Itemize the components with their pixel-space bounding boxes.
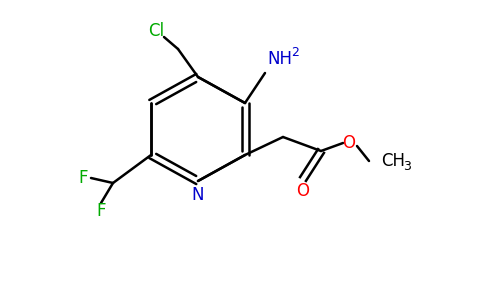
Text: 3: 3 bbox=[403, 160, 411, 172]
Text: O: O bbox=[297, 182, 309, 200]
Text: NH: NH bbox=[267, 50, 292, 68]
Text: F: F bbox=[96, 202, 106, 220]
Text: 2: 2 bbox=[291, 46, 299, 59]
Text: N: N bbox=[192, 186, 204, 204]
Text: O: O bbox=[343, 134, 356, 152]
Text: CH: CH bbox=[381, 152, 405, 170]
Text: F: F bbox=[78, 169, 88, 187]
Text: Cl: Cl bbox=[148, 22, 164, 40]
